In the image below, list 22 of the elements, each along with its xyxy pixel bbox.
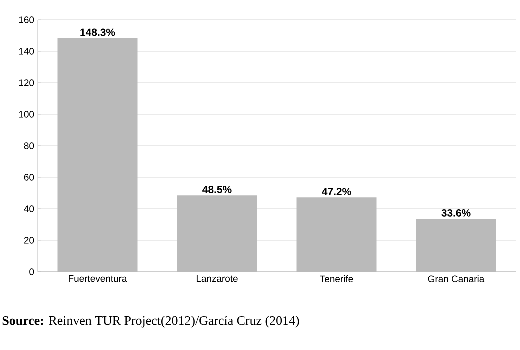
bar xyxy=(416,219,496,272)
x-tick-label: Fuerteventura xyxy=(69,276,128,282)
data-label: 33.6% xyxy=(442,209,471,217)
y-tick-label: 100 xyxy=(19,111,34,118)
bar xyxy=(177,196,258,272)
x-tick-label: Tenerife xyxy=(320,276,354,282)
data-label: 47.2% xyxy=(322,188,352,196)
y-tick-label: 140 xyxy=(19,48,34,55)
x-tick-label: Gran Canaria xyxy=(428,276,485,282)
data-label: 148.3% xyxy=(80,28,116,36)
y-tick-label: 40 xyxy=(24,206,34,212)
y-tick-label: 0 xyxy=(30,268,34,276)
y-tick-label: 60 xyxy=(24,174,34,181)
data-label: 48.5% xyxy=(202,186,232,194)
bar xyxy=(296,198,377,272)
y-tick-label: 20 xyxy=(24,237,34,244)
y-tick-label: 120 xyxy=(19,80,34,86)
bar xyxy=(58,38,138,272)
y-tick-label: 160 xyxy=(19,16,34,24)
text: Source: Reinven TUR Project(2012)/García Cruz (2014) xyxy=(2,316,300,328)
y-tick-label: 80 xyxy=(24,142,34,150)
x-tick-label: Lanzarote xyxy=(196,276,238,282)
